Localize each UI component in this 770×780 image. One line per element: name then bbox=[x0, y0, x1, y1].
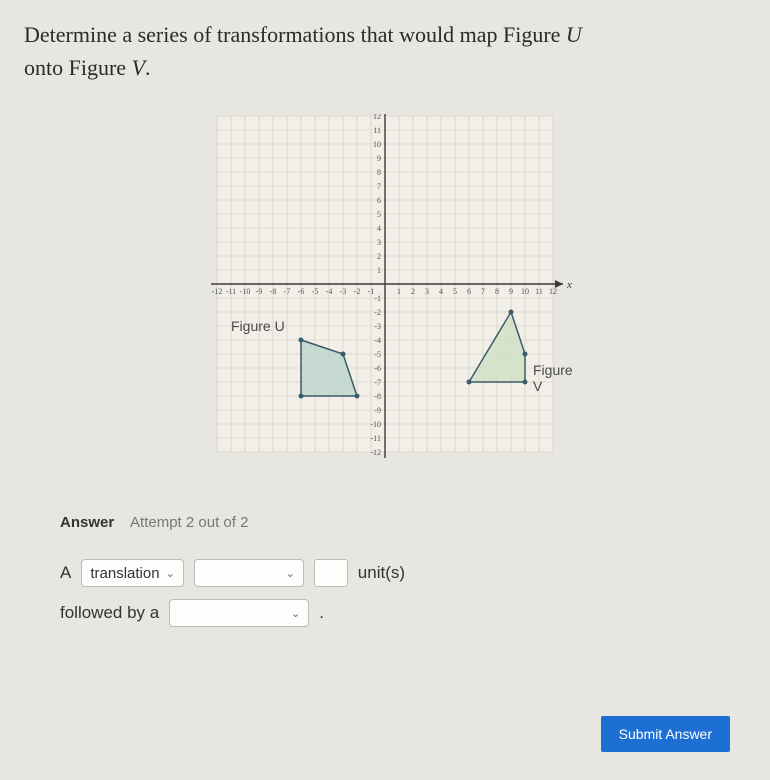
svg-text:2: 2 bbox=[377, 252, 381, 261]
svg-text:4: 4 bbox=[377, 224, 381, 233]
chevron-down-icon: ⌄ bbox=[166, 567, 175, 580]
dd1-value: translation bbox=[90, 565, 159, 582]
svg-text:-11: -11 bbox=[371, 434, 381, 443]
svg-text:9: 9 bbox=[377, 154, 381, 163]
svg-text:-10: -10 bbox=[370, 420, 381, 429]
svg-text:6: 6 bbox=[467, 287, 471, 296]
svg-text:-4: -4 bbox=[326, 287, 333, 296]
graph-container: xy-12-11-10-9-8-7-6-5-4-3-2-112345678910… bbox=[0, 94, 770, 484]
row1-prefix: A bbox=[60, 563, 71, 583]
svg-text:-2: -2 bbox=[374, 308, 381, 317]
svg-text:-2: -2 bbox=[354, 287, 361, 296]
svg-text:-6: -6 bbox=[374, 364, 381, 373]
svg-text:-7: -7 bbox=[374, 378, 381, 387]
q-figU: U bbox=[566, 22, 582, 47]
svg-text:-11: -11 bbox=[226, 287, 236, 296]
q-line2: onto Figure bbox=[24, 55, 132, 80]
svg-text:10: 10 bbox=[373, 140, 381, 149]
svg-text:-7: -7 bbox=[284, 287, 291, 296]
svg-text:5: 5 bbox=[453, 287, 457, 296]
q-period: . bbox=[145, 55, 151, 80]
coordinate-graph: xy-12-11-10-9-8-7-6-5-4-3-2-112345678910… bbox=[185, 114, 585, 474]
svg-text:9: 9 bbox=[509, 287, 513, 296]
svg-text:6: 6 bbox=[377, 196, 381, 205]
svg-text:-5: -5 bbox=[374, 350, 381, 359]
svg-text:3: 3 bbox=[425, 287, 429, 296]
svg-text:-4: -4 bbox=[374, 336, 381, 345]
svg-text:12: 12 bbox=[373, 114, 381, 121]
svg-text:-6: -6 bbox=[298, 287, 305, 296]
svg-text:-9: -9 bbox=[256, 287, 263, 296]
svg-text:-12: -12 bbox=[370, 448, 381, 457]
row2-prefix: followed by a bbox=[60, 603, 159, 623]
figure-u-label: Figure U bbox=[231, 318, 285, 334]
attempt-text: Attempt 2 out of 2 bbox=[130, 514, 248, 531]
svg-text:-1: -1 bbox=[368, 287, 375, 296]
svg-text:-8: -8 bbox=[374, 392, 381, 401]
q-line1: Determine a series of transformations th… bbox=[24, 22, 566, 47]
svg-text:7: 7 bbox=[377, 182, 381, 191]
answer-row-1: A translation ⌄ ⌄ unit(s) bbox=[60, 559, 730, 587]
direction-dropdown[interactable]: ⌄ bbox=[194, 559, 304, 587]
svg-text:-9: -9 bbox=[374, 406, 381, 415]
svg-text:7: 7 bbox=[481, 287, 485, 296]
submit-label: Submit Answer bbox=[619, 726, 712, 742]
svg-text:5: 5 bbox=[377, 210, 381, 219]
svg-text:-8: -8 bbox=[270, 287, 277, 296]
units-input[interactable] bbox=[314, 559, 348, 587]
svg-text:-3: -3 bbox=[340, 287, 347, 296]
answer-header: Answer Attempt 2 out of 2 bbox=[60, 514, 730, 531]
svg-text:-3: -3 bbox=[374, 322, 381, 331]
svg-text:-5: -5 bbox=[312, 287, 319, 296]
svg-text:2: 2 bbox=[411, 287, 415, 296]
graph-svg: xy-12-11-10-9-8-7-6-5-4-3-2-112345678910… bbox=[185, 114, 585, 474]
chevron-down-icon: ⌄ bbox=[286, 567, 295, 580]
svg-text:4: 4 bbox=[439, 287, 443, 296]
answer-row-2: followed by a ⌄ . bbox=[60, 599, 730, 627]
figure-v-label: Figure V bbox=[533, 362, 585, 394]
svg-text:8: 8 bbox=[377, 168, 381, 177]
svg-text:x: x bbox=[566, 279, 572, 291]
answer-area: Answer Attempt 2 out of 2 A translation … bbox=[0, 484, 770, 649]
answer-label: Answer bbox=[60, 514, 114, 531]
question-text: Determine a series of transformations th… bbox=[0, 0, 770, 94]
row2-period: . bbox=[319, 603, 324, 623]
transformation-dropdown-1[interactable]: translation ⌄ bbox=[81, 559, 183, 587]
svg-text:-1: -1 bbox=[374, 294, 381, 303]
q-figV: V bbox=[132, 55, 145, 80]
svg-text:8: 8 bbox=[495, 287, 499, 296]
svg-text:3: 3 bbox=[377, 238, 381, 247]
svg-text:11: 11 bbox=[535, 287, 543, 296]
svg-text:1: 1 bbox=[397, 287, 401, 296]
svg-text:-12: -12 bbox=[212, 287, 223, 296]
units-label: unit(s) bbox=[358, 563, 405, 583]
svg-text:1: 1 bbox=[377, 266, 381, 275]
svg-text:-10: -10 bbox=[240, 287, 251, 296]
chevron-down-icon: ⌄ bbox=[291, 607, 300, 620]
submit-answer-button[interactable]: Submit Answer bbox=[601, 716, 730, 752]
svg-text:12: 12 bbox=[549, 287, 557, 296]
svg-text:10: 10 bbox=[521, 287, 529, 296]
svg-text:11: 11 bbox=[373, 126, 381, 135]
transformation-dropdown-2[interactable]: ⌄ bbox=[169, 599, 309, 627]
